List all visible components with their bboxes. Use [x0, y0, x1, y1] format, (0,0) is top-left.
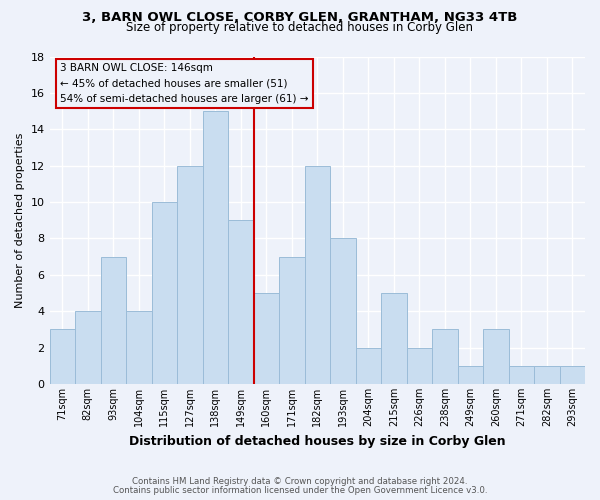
- Text: Size of property relative to detached houses in Corby Glen: Size of property relative to detached ho…: [127, 22, 473, 35]
- Bar: [432, 330, 458, 384]
- Bar: [534, 366, 560, 384]
- X-axis label: Distribution of detached houses by size in Corby Glen: Distribution of detached houses by size …: [129, 434, 506, 448]
- Text: Contains HM Land Registry data © Crown copyright and database right 2024.: Contains HM Land Registry data © Crown c…: [132, 477, 468, 486]
- Bar: [50, 330, 75, 384]
- Bar: [458, 366, 483, 384]
- Bar: [381, 293, 407, 384]
- Bar: [305, 166, 330, 384]
- Text: Contains public sector information licensed under the Open Government Licence v3: Contains public sector information licen…: [113, 486, 487, 495]
- Bar: [203, 111, 228, 384]
- Bar: [279, 256, 305, 384]
- Bar: [407, 348, 432, 384]
- Bar: [483, 330, 509, 384]
- Text: 3, BARN OWL CLOSE, CORBY GLEN, GRANTHAM, NG33 4TB: 3, BARN OWL CLOSE, CORBY GLEN, GRANTHAM,…: [82, 11, 518, 24]
- Bar: [509, 366, 534, 384]
- Bar: [101, 256, 126, 384]
- Bar: [228, 220, 254, 384]
- Bar: [177, 166, 203, 384]
- Bar: [330, 238, 356, 384]
- Bar: [126, 311, 152, 384]
- Bar: [254, 293, 279, 384]
- Bar: [560, 366, 585, 384]
- Bar: [356, 348, 381, 384]
- Text: 3 BARN OWL CLOSE: 146sqm
← 45% of detached houses are smaller (51)
54% of semi-d: 3 BARN OWL CLOSE: 146sqm ← 45% of detach…: [60, 63, 309, 104]
- Y-axis label: Number of detached properties: Number of detached properties: [15, 132, 25, 308]
- Bar: [75, 311, 101, 384]
- Bar: [152, 202, 177, 384]
